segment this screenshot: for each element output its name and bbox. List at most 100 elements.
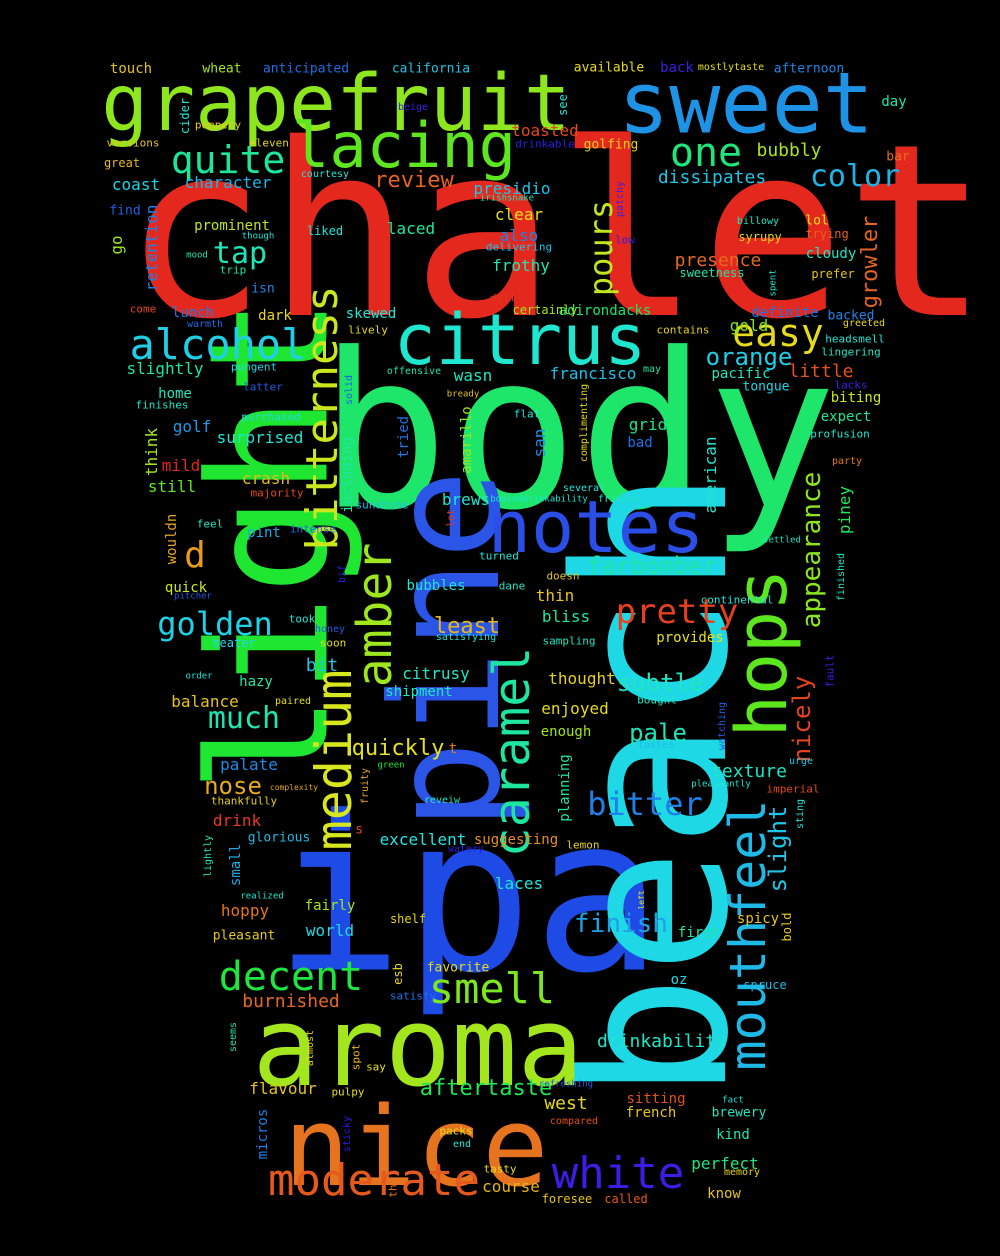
word-satisfy: satisfy (389, 989, 437, 1003)
word-bar: bar (886, 149, 910, 165)
word-esb: esb (391, 963, 405, 985)
word-doesn: doesn (546, 569, 580, 583)
word-lemon: lemon (566, 838, 600, 852)
word-bitter: bitter (587, 785, 703, 823)
word-bubbly: bubbly (756, 140, 822, 161)
word-moderate: moderate (268, 1155, 480, 1206)
word-balance: balance (171, 692, 239, 711)
word-golfing: golfing (583, 137, 639, 153)
word-say: say (366, 1060, 386, 1074)
word-think: think (142, 427, 161, 477)
word-memory: memory (723, 1167, 761, 1178)
word-suggesting: suggesting (473, 832, 559, 848)
word-back: back (660, 60, 694, 76)
word-farbomber: farbomber (586, 552, 718, 580)
word-pours: pours (582, 199, 620, 297)
word-french: french (625, 1105, 677, 1121)
word-go: go (107, 235, 126, 255)
word-know: know (707, 1186, 741, 1202)
word-tap: tap (212, 236, 268, 271)
word-san: san (530, 428, 549, 458)
word-wouldn: wouldn (164, 513, 180, 565)
word-imperial: imperial (766, 782, 820, 796)
word-may: may (642, 364, 662, 375)
word-expect: expect (820, 409, 872, 425)
word-continental: continental (700, 593, 774, 607)
word-sampling: sampling (542, 634, 596, 648)
word-laced: laced (386, 219, 436, 238)
word-white: white (551, 1148, 685, 1199)
word-also: also (499, 226, 539, 245)
word-profusion: profusion (810, 427, 870, 441)
word-end: end (452, 1139, 472, 1150)
word-bold: bold (780, 912, 794, 942)
word-flavour: flavour (249, 1079, 317, 1098)
word-hoppy: hoppy (220, 901, 270, 920)
word-finishes: finishes (135, 398, 189, 412)
word-palate: palate (220, 755, 278, 774)
word-lingering: lingering (821, 345, 881, 359)
word-burnished: burnished (242, 991, 340, 1012)
word-nicely: nicely (788, 675, 816, 763)
word-sweet: sweet (618, 54, 874, 154)
word-color: color (809, 159, 901, 194)
word-adirondacks: adirondacks (558, 303, 652, 319)
word-watching: watching (717, 701, 728, 751)
word-fault: fault (823, 654, 837, 688)
word-bubbles: bubbles (406, 578, 466, 594)
word-nice: nice (283, 1083, 549, 1211)
word-course: course (482, 1177, 540, 1196)
word-majority: majority (250, 486, 304, 500)
word-anticipated: anticipated (262, 61, 350, 77)
word-pulpy: pulpy (331, 1085, 365, 1099)
word-easy: easy (732, 311, 824, 355)
word-retention: retention (142, 204, 161, 292)
word-home: home (158, 386, 192, 402)
word-quick: quick (164, 580, 208, 596)
word-cider: cider (178, 97, 192, 135)
word-planning: planning (557, 754, 573, 822)
word-pleaseantly: pleaseantly (691, 779, 751, 790)
word-finished: finished (836, 552, 847, 602)
word-tasty: tasty (483, 1162, 517, 1176)
word-much: much (207, 701, 281, 736)
word-billowy: billowy (736, 216, 780, 227)
word-bliss: bliss (541, 607, 591, 626)
word-mild: mild (161, 456, 201, 475)
word-delivering: delivering (485, 240, 553, 254)
word-finish: finish (574, 909, 668, 939)
word-definite: definite (751, 305, 819, 321)
word-spot: spot (349, 1043, 363, 1071)
word-s: s (355, 822, 363, 838)
word-quickly: quickly (351, 736, 445, 761)
word-lol: lol (805, 213, 829, 229)
word-lacks: lacks (834, 378, 868, 392)
word-see: see (556, 94, 570, 116)
word-trip: trip (219, 263, 247, 277)
word-lacing: lacing (292, 109, 516, 182)
word-pleasant: pleasant (212, 928, 276, 944)
word-purchased: purchased (241, 410, 301, 424)
word-touch: touch (109, 61, 153, 77)
word-latter: latter (243, 380, 283, 394)
word-american: american (701, 436, 720, 514)
word-coast: coast (111, 175, 161, 194)
word-grid: grid (628, 415, 668, 434)
word-feel: feel (196, 517, 224, 531)
word-brews: brews (441, 490, 491, 509)
word-peppery: peppery (194, 118, 242, 132)
word-character: character (184, 173, 272, 192)
word-liked: liked (306, 224, 344, 238)
word-drinkable: drinkable (515, 137, 575, 151)
word-hazy: hazy (239, 674, 273, 690)
word-sunshine: sunshine (355, 498, 409, 512)
word-order: order (185, 671, 213, 682)
word-syrupy: syrupy (738, 230, 782, 244)
word-packs: packs (439, 1124, 473, 1138)
word-cloudy: cloudy (805, 246, 857, 262)
word-pacific: pacific (711, 366, 771, 382)
word-citrusy: citrusy (402, 664, 470, 683)
word-fairly: fairly (304, 898, 356, 914)
word-honey: honey (314, 624, 346, 635)
word-isn: isn (251, 281, 275, 297)
